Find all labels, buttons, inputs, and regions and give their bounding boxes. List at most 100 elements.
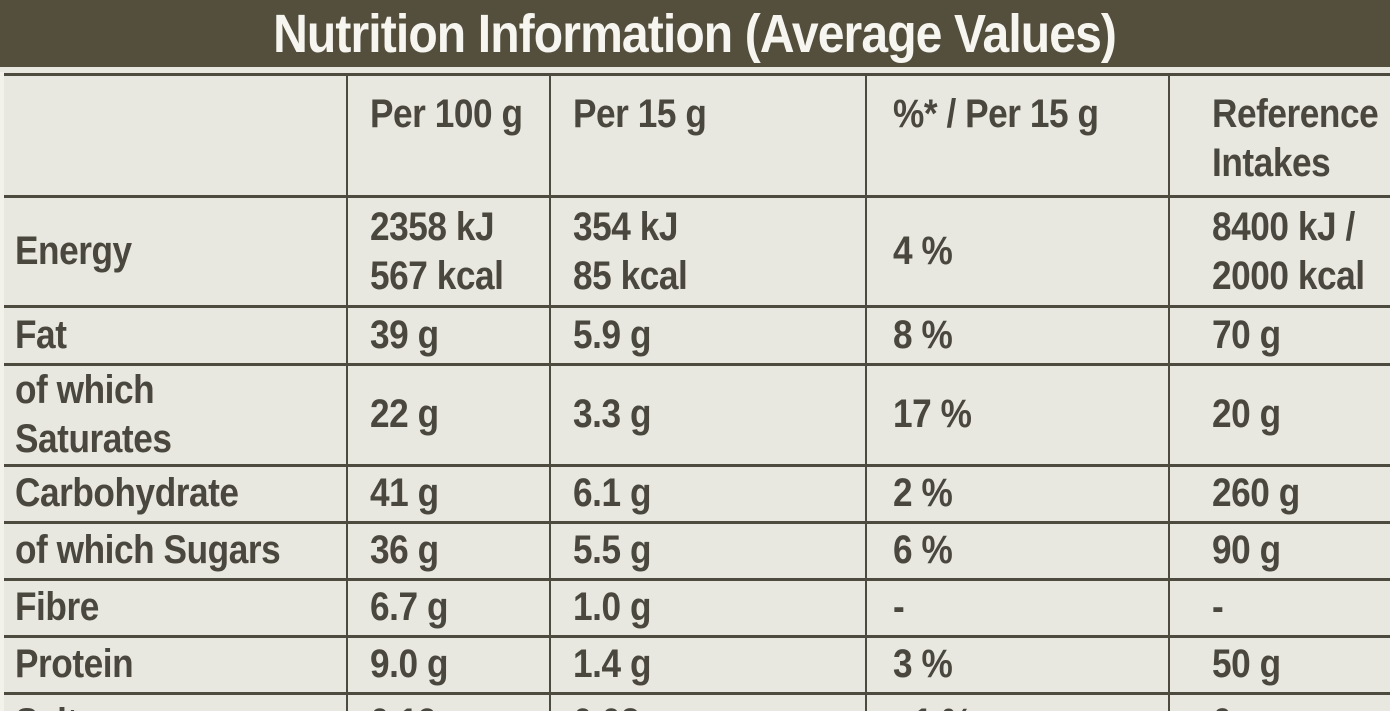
cell-text: 90 g [1212, 528, 1281, 573]
cell-per100g: 0.19 g [346, 691, 550, 711]
cell-text: 6.7 g [370, 585, 449, 630]
cell-text: 6 % [893, 528, 953, 573]
cell-text: 354 kJ 85 kcal [573, 204, 688, 298]
cell-text: 6.1 g [573, 471, 652, 516]
cell-label: Protein [0, 634, 347, 694]
cell-text: Carbohydrate [15, 471, 239, 516]
cell-text: Salt [15, 699, 78, 711]
cell-per100g: 2358 kJ 567 kcal [346, 195, 550, 307]
column-header-percent-per-15g: %* / Per 15 g [865, 73, 1169, 197]
nutrition-table: Per 100 g Per 15 g %* / Per 15 g Referen… [0, 73, 1390, 711]
column-header-reference-intakes: Reference Intakes [1168, 73, 1390, 197]
cell-text: Fat [15, 313, 67, 358]
nutrition-title: Nutrition Information (Average Values) [273, 3, 1118, 64]
cell-per100g: 36 g [346, 520, 550, 580]
cell-label: Carbohydrate [0, 463, 347, 523]
cell-reference: 70 g [1168, 305, 1390, 365]
cell-text: 0.03 g [573, 699, 671, 711]
cell-per15g: 354 kJ 85 kcal [549, 195, 866, 307]
cell-text: 260 g [1212, 471, 1300, 516]
column-header-blank [0, 73, 347, 197]
cell-text: 36 g [370, 528, 439, 573]
cell-label: of which Saturates [0, 363, 347, 466]
cell-per15g: 3.3 g [549, 363, 866, 466]
cell-text: 3 % [893, 642, 953, 687]
cell-text: 5.9 g [573, 313, 652, 358]
cell-label: Salt [0, 691, 347, 711]
cell-percent: 4 % [865, 195, 1169, 307]
cell-per100g: 41 g [346, 463, 550, 523]
cell-per15g: 0.03 g [549, 691, 866, 711]
cell-per100g: 39 g [346, 305, 550, 365]
cell-reference: 6 g [1168, 691, 1390, 711]
nutrition-title-bar: Nutrition Information (Average Values) [0, 0, 1390, 67]
cell-per15g: 5.9 g [549, 305, 866, 365]
cell-per15g: 1.0 g [549, 577, 866, 637]
cell-text: 8400 kJ / 2000 kcal [1212, 204, 1365, 298]
cell-text: Energy [15, 229, 132, 274]
column-header-per-100g: Per 100 g [346, 73, 550, 197]
cell-text: 50 g [1212, 642, 1281, 687]
cell-per15g: 1.4 g [549, 634, 866, 694]
cell-text: - [1212, 585, 1224, 630]
cell-label: Energy [0, 195, 347, 307]
cell-label: Fat [0, 305, 347, 365]
cell-label: of which Sugars [0, 520, 347, 580]
cell-text: 70 g [1212, 313, 1281, 358]
cell-text: 1.4 g [573, 642, 652, 687]
cell-per100g: 9.0 g [346, 634, 550, 694]
table-row-energy: Energy 2358 kJ 567 kcal 354 kJ 85 kcal 4… [0, 195, 1390, 307]
cell-reference: - [1168, 577, 1390, 637]
cell-text: 17 % [893, 392, 972, 437]
table-header-row: Per 100 g Per 15 g %* / Per 15 g Referen… [0, 73, 1390, 197]
cell-text: Fibre [15, 585, 99, 630]
table-row-saturates: of which Saturates 22 g 3.3 g 17 % 20 g [0, 363, 1390, 466]
cell-text: of which Saturates [15, 368, 172, 461]
table-row-fat: Fat 39 g 5.9 g 8 % 70 g [0, 305, 1390, 365]
cell-reference: 260 g [1168, 463, 1390, 523]
cell-text: 2 % [893, 471, 953, 516]
cell-text: 6 g [1212, 699, 1262, 711]
cell-text: 4 % [893, 229, 953, 274]
column-header-per-15g: Per 15 g [549, 73, 866, 197]
cell-label: Fibre [0, 577, 347, 637]
cell-text: Protein [15, 642, 134, 687]
cell-text: 39 g [370, 313, 439, 358]
cell-reference: 50 g [1168, 634, 1390, 694]
cell-per15g: 6.1 g [549, 463, 866, 523]
cell-text: 2358 kJ 567 kcal [370, 204, 504, 298]
cell-text: 0.19 g [370, 699, 468, 711]
cell-percent: - [865, 577, 1169, 637]
cell-reference: 90 g [1168, 520, 1390, 580]
cell-percent: 8 % [865, 305, 1169, 365]
table-row-carbohydrate: Carbohydrate 41 g 6.1 g 2 % 260 g [0, 463, 1390, 523]
table-row-fibre: Fibre 6.7 g 1.0 g - - [0, 577, 1390, 637]
cell-text: of which Sugars [15, 528, 281, 573]
cell-percent: 2 % [865, 463, 1169, 523]
cell-percent: 6 % [865, 520, 1169, 580]
cell-text: 5.5 g [573, 528, 652, 573]
table-row-sugars: of which Sugars 36 g 5.5 g 6 % 90 g [0, 520, 1390, 580]
cell-reference: 20 g [1168, 363, 1390, 466]
header-text: Reference Intakes [1212, 92, 1379, 185]
cell-text: - [893, 585, 905, 630]
cell-per15g: 5.5 g [549, 520, 866, 580]
cell-text: 1.0 g [573, 585, 652, 630]
header-text: %* / Per 15 g [893, 92, 1099, 136]
cell-per100g: 22 g [346, 363, 550, 466]
cell-percent: 17 % [865, 363, 1169, 466]
cell-text: 3.3 g [573, 392, 652, 437]
table-row-salt: Salt 0.19 g 0.03 g <1 % 6 g [0, 691, 1390, 711]
cell-text: 22 g [370, 392, 439, 437]
cell-percent: <1 % [865, 691, 1169, 711]
header-text: Per 100 g [370, 92, 523, 136]
header-text: Per 15 g [573, 92, 707, 136]
cell-text: 8 % [893, 313, 953, 358]
cell-per100g: 6.7 g [346, 577, 550, 637]
table-row-protein: Protein 9.0 g 1.4 g 3 % 50 g [0, 634, 1390, 694]
cell-reference: 8400 kJ / 2000 kcal [1168, 195, 1390, 307]
cell-text: <1 % [893, 699, 973, 711]
cell-percent: 3 % [865, 634, 1169, 694]
cell-text: 9.0 g [370, 642, 449, 687]
cell-text: 20 g [1212, 392, 1281, 437]
